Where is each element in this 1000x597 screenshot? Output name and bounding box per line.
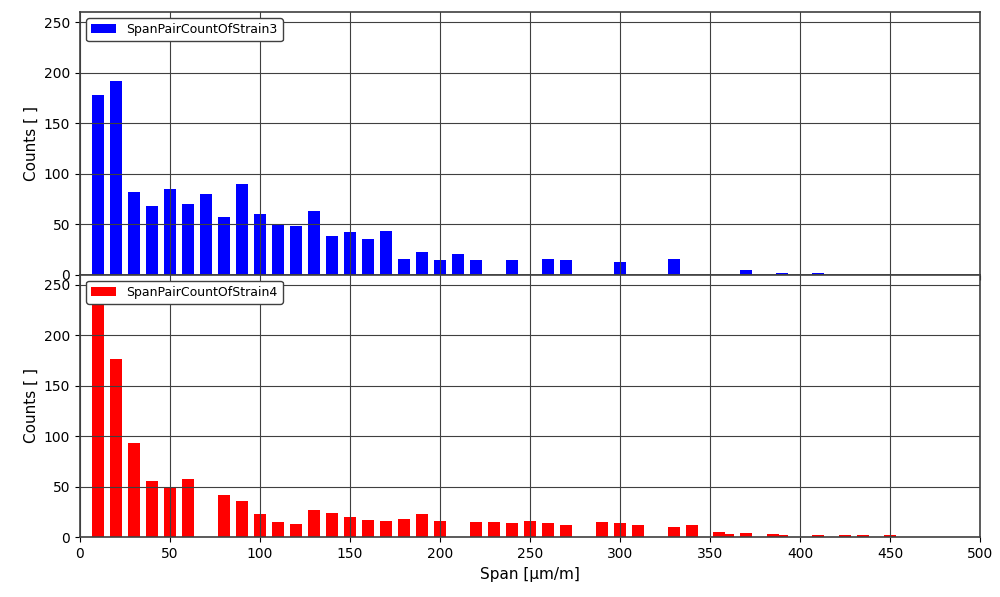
Bar — [740, 270, 752, 275]
Bar — [380, 521, 392, 537]
Bar — [218, 495, 230, 537]
Bar — [290, 226, 302, 275]
Legend: SpanPairCountOfStrain3: SpanPairCountOfStrain3 — [86, 18, 283, 41]
Bar — [290, 524, 302, 537]
Bar — [857, 536, 869, 537]
Bar — [326, 513, 338, 537]
Bar — [200, 194, 212, 275]
Bar — [308, 211, 320, 275]
Bar — [272, 224, 284, 275]
Bar — [686, 525, 698, 537]
Bar — [722, 534, 734, 537]
Bar — [218, 217, 230, 275]
Bar — [452, 254, 464, 275]
Bar — [524, 521, 536, 537]
Bar — [254, 514, 266, 537]
Bar — [362, 239, 374, 275]
Bar — [542, 523, 554, 537]
Bar — [182, 479, 194, 537]
Bar — [416, 514, 428, 537]
Bar — [344, 517, 356, 537]
Bar — [326, 236, 338, 275]
Y-axis label: Counts [ ]: Counts [ ] — [23, 106, 38, 181]
Bar — [164, 487, 176, 537]
Y-axis label: Counts [ ]: Counts [ ] — [23, 368, 38, 444]
Bar — [362, 520, 374, 537]
Bar — [560, 260, 572, 275]
Bar — [416, 253, 428, 275]
Bar — [776, 536, 788, 537]
Bar — [506, 260, 518, 275]
Bar — [110, 81, 122, 275]
Bar — [164, 189, 176, 275]
Bar — [380, 231, 392, 275]
Bar — [713, 533, 725, 537]
Bar — [398, 260, 410, 275]
Bar — [506, 523, 518, 537]
Bar — [254, 214, 266, 275]
Bar — [668, 527, 680, 537]
Bar — [344, 232, 356, 275]
Bar — [560, 525, 572, 537]
Bar — [434, 260, 446, 275]
Bar — [767, 534, 779, 537]
Bar — [272, 522, 284, 537]
Bar — [776, 273, 788, 275]
Legend: SpanPairCountOfStrain4: SpanPairCountOfStrain4 — [86, 281, 283, 304]
Bar — [596, 522, 608, 537]
Bar — [812, 273, 824, 275]
Bar — [92, 283, 104, 537]
Bar — [488, 522, 500, 537]
Bar — [236, 184, 248, 275]
Bar — [146, 481, 158, 537]
Bar — [542, 260, 554, 275]
Bar — [812, 536, 824, 537]
Bar — [632, 525, 644, 537]
Bar — [434, 521, 446, 537]
Bar — [740, 533, 752, 537]
Bar — [128, 192, 140, 275]
Bar — [308, 510, 320, 537]
Bar — [236, 501, 248, 537]
Bar — [614, 523, 626, 537]
Bar — [470, 260, 482, 275]
Bar — [182, 204, 194, 275]
Bar — [146, 206, 158, 275]
Bar — [839, 536, 851, 537]
Bar — [128, 444, 140, 537]
Bar — [614, 263, 626, 275]
Bar — [110, 359, 122, 537]
Bar — [470, 522, 482, 537]
Bar — [668, 260, 680, 275]
Bar — [92, 95, 104, 275]
Bar — [398, 519, 410, 537]
X-axis label: Span [μm/m]: Span [μm/m] — [480, 567, 580, 581]
Bar — [884, 536, 896, 537]
